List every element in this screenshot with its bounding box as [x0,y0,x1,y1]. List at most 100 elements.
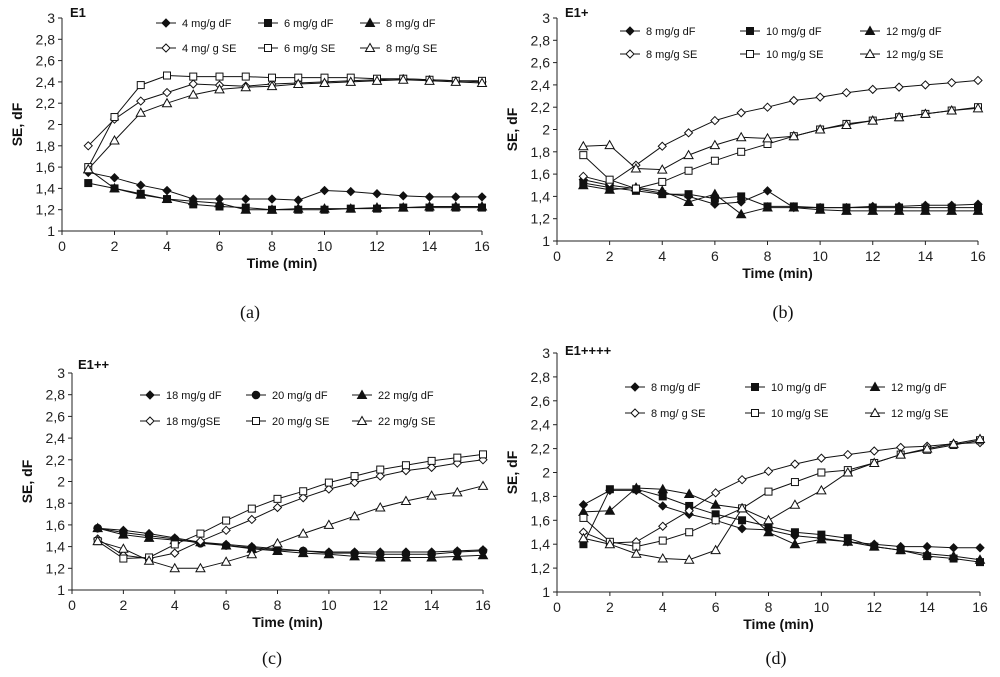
y-tick-label: 1 [542,584,550,600]
data-point [684,151,693,159]
data-point [402,462,409,469]
y-tick-label: 1,2 [46,560,66,576]
y-tick-label: 1,4 [531,188,551,204]
y-tick-label: 2,8 [36,31,56,47]
series-6 [84,75,487,172]
legend-label: 12 mg/g SE [886,49,943,61]
series-3 [579,484,985,564]
data-point [216,73,223,80]
series-line [88,80,482,169]
y-tick-label: 1,6 [531,512,551,528]
x-tick-label: 8 [268,238,276,254]
legend-marker [747,28,754,35]
data-point [659,537,666,544]
data-point [738,193,745,200]
x-tick-label: 14 [422,238,438,254]
data-point [136,108,145,116]
data-point [737,133,746,141]
x-tick-label: 10 [321,597,337,613]
data-point [269,74,276,81]
data-point [764,103,772,111]
y-tick-label: 2,8 [531,369,551,385]
series-line [98,528,483,557]
series-line [98,460,483,559]
y-tick-label: 2,6 [36,53,56,69]
legend-label: 6 mg/g dF [284,18,334,30]
panel-4: 11,21,41,61,822,22,42,62,830 2 4 6 8 10 12 14 16… [504,343,988,669]
series-line [583,489,980,562]
y-tick-label: 1 [57,582,65,598]
data-point [817,454,825,462]
panel-title: E1++ [78,357,109,372]
y-tick-label: 1,2 [531,211,551,227]
data-point [816,93,824,101]
legend-marker [253,418,260,425]
legend-label: 20 mg/g SE [272,416,329,428]
data-point [480,451,487,458]
legend-marker [162,19,170,27]
legend-marker [626,50,634,58]
data-point [738,476,746,484]
data-point [454,454,461,461]
data-point [921,81,929,89]
data-point [818,469,825,476]
legend-label: 18 mg/g dF [166,390,222,402]
data-point [324,520,333,528]
y-tick-label: 2,8 [46,387,66,403]
data-point [790,500,799,508]
data-point [171,541,178,548]
x-tick-label: 4 [658,248,666,264]
data-point [299,529,308,537]
legend-label: 6 mg/g SE [284,43,335,55]
data-point [606,486,613,493]
legend-marker [162,44,170,52]
data-point [137,97,145,105]
data-point [764,516,773,524]
series-5 [85,72,486,171]
data-point [739,517,746,524]
data-point [137,82,144,89]
y-tick-label: 1,6 [531,166,551,182]
x-tick-label: 4 [163,238,171,254]
x-tick-label: 2 [606,248,614,264]
x-tick-label: 8 [764,248,772,264]
data-point [347,188,355,196]
x-tick-label: 6 [711,248,719,264]
y-tick-label: 2 [542,122,550,138]
x-tick-label: 16 [475,597,491,613]
panel-2: 11,21,41,61,822,22,42,62,830 2 4 6 8 10 12 14 16… [504,5,986,323]
y-tick-label: 2,4 [36,74,56,90]
x-tick-label: 12 [865,248,881,264]
data-point [580,152,587,159]
x-tick-label: 8 [274,597,282,613]
data-point [478,193,486,201]
legend-label: 10 mg/g dF [766,26,822,38]
x-tick-label: 16 [972,599,988,615]
data-point [791,529,798,536]
data-point [659,493,666,500]
x-tick-label: 10 [317,238,333,254]
y-tick-label: 1,8 [531,144,551,160]
data-point [659,522,667,530]
y-tick-label: 1,2 [36,202,56,218]
panel-caption: (a) [240,302,260,323]
data-point [268,195,276,203]
data-point [711,157,718,164]
data-point [869,85,877,93]
data-point [764,187,772,195]
data-point [765,488,772,495]
data-point [189,80,197,88]
x-axis-label: Time (min) [742,265,813,281]
series-line [98,486,483,569]
legend: 18 mg/g dF 20 mg/g dF 22 mg/g dF18 mg/gSE 2… [140,390,435,428]
legend-label: 4 mg/g dF [182,18,232,30]
legend-label: 22 mg/g SE [378,416,435,428]
y-tick-label: 1,4 [46,539,66,555]
x-tick-label: 8 [765,599,773,615]
panel-title: E1++++ [565,343,612,358]
data-point [479,481,488,489]
data-point [738,525,746,533]
data-point [710,190,719,198]
x-tick-label: 16 [474,238,490,254]
x-tick-label: 4 [659,599,667,615]
